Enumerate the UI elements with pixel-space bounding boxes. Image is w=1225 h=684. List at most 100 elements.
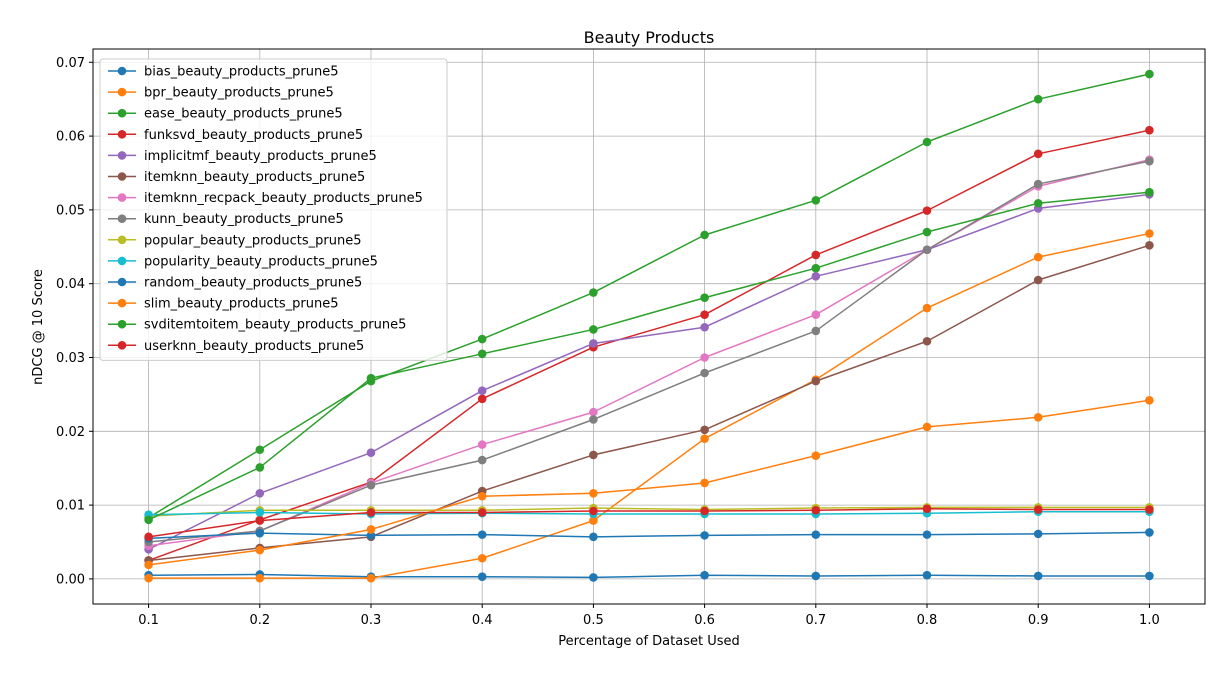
data-point (922, 504, 932, 514)
legend-item: itemknn_recpack_beauty_products_prune5 (108, 191, 423, 206)
legend-label: itemknn_beauty_products_prune5 (144, 170, 365, 185)
x-tick-label: 0.4 (472, 613, 493, 628)
data-point (366, 508, 376, 517)
series-line (148, 232, 1150, 579)
legend-item: popularity_beauty_products_prune5 (108, 254, 378, 269)
legend-item: bpr_beauty_products_prune5 (108, 86, 334, 101)
data-point (366, 531, 376, 540)
data-point (811, 451, 821, 460)
data-point (144, 560, 153, 570)
legend-marker (117, 172, 127, 181)
legend-marker (117, 256, 127, 266)
legend-item: bias_beauty_products_prune5 (108, 65, 338, 80)
legend-marker (117, 87, 127, 97)
data-point (1033, 505, 1043, 514)
data-point (922, 422, 932, 432)
data-point (700, 368, 709, 378)
plot-frame (92, 48, 1206, 605)
data-point (1033, 179, 1043, 189)
legend-item: itemknn_beauty_products_prune5 (108, 170, 365, 185)
series-slim_beauty_products_prune5 (144, 396, 1154, 570)
data-point (1145, 571, 1154, 581)
data-point (811, 195, 821, 205)
data-point (811, 530, 821, 539)
data-point (922, 530, 932, 539)
y-tick-label: 0.02 (56, 425, 85, 440)
data-point (255, 545, 265, 555)
legend-marker (117, 66, 127, 76)
data-point (589, 573, 598, 582)
data-point (700, 478, 709, 488)
data-point (477, 386, 487, 396)
series-line (148, 193, 1150, 551)
series-line (148, 73, 1150, 519)
data-point (1145, 156, 1154, 166)
data-point (589, 488, 598, 498)
data-point (255, 445, 265, 455)
data-point (1033, 412, 1043, 422)
series-line (148, 506, 1150, 517)
legend-label: ease_beauty_products_prune5 (144, 107, 343, 122)
y-axis-label: nDCG @ 10 Score (31, 269, 46, 385)
data-point (477, 553, 487, 563)
series-line (148, 508, 1150, 538)
data-point (1033, 149, 1043, 159)
data-point (589, 506, 598, 516)
x-tick-label: 0.8 (917, 613, 938, 628)
data-point (255, 573, 265, 583)
data-point (477, 530, 487, 539)
data-point (1145, 528, 1154, 537)
legend-marker (117, 341, 127, 350)
series-line (148, 531, 1150, 540)
series-line (148, 244, 1150, 562)
data-point (922, 227, 932, 237)
legend-label: userknn_beauty_products_prune5 (144, 339, 364, 354)
data-point (922, 137, 932, 147)
x-tick-label: 0.1 (138, 613, 159, 628)
legend-label: popularity_beauty_products_prune5 (144, 254, 378, 269)
x-tick-label: 0.9 (1028, 613, 1049, 628)
data-point (366, 448, 376, 458)
data-point (811, 263, 821, 273)
legend-marker (117, 277, 127, 287)
legend-item: popular_beauty_products_prune5 (108, 233, 361, 248)
series-line (148, 129, 1150, 562)
data-point (589, 339, 598, 348)
data-point (811, 376, 821, 386)
data-point (700, 506, 709, 516)
legend-item: implicitmf_beauty_products_prune5 (108, 149, 377, 164)
legend-marker (117, 235, 127, 245)
data-point (1145, 505, 1154, 514)
legend-item: slim_beauty_products_prune5 (108, 297, 339, 312)
y-tick-label: 0.05 (56, 203, 85, 218)
series-layer (144, 69, 1154, 583)
data-point (366, 525, 376, 534)
data-point (1145, 125, 1154, 135)
legend-label: itemknn_recpack_beauty_products_prune5 (144, 191, 423, 206)
data-point (700, 570, 709, 580)
series-svditemtoitem_beauty_products_prune5 (144, 187, 1154, 525)
data-point (255, 516, 265, 525)
data-point (589, 415, 598, 424)
series-bias_beauty_products_prune5 (144, 570, 1154, 582)
data-point (477, 491, 487, 501)
data-point (1145, 69, 1154, 79)
data-point (477, 508, 487, 517)
y-tick-label: 0.06 (56, 130, 85, 145)
legend: bias_beauty_products_prune5 bpr_beauty_pr… (99, 58, 448, 361)
data-point (1033, 252, 1043, 262)
data-point (255, 488, 265, 498)
legend-item: funksvd_beauty_products_prune5 (108, 128, 363, 143)
data-point (477, 394, 487, 404)
legend-label: funksvd_beauty_products_prune5 (144, 128, 363, 143)
data-point (922, 336, 932, 346)
data-point (1033, 198, 1043, 208)
data-point (1033, 275, 1043, 285)
y-tick-label: 0.04 (56, 277, 85, 292)
data-point (922, 303, 932, 313)
legend-marker (117, 298, 127, 308)
data-point (589, 325, 598, 334)
legend-item: svditemtoitem_beauty_products_prune5 (108, 318, 406, 333)
legend-label: slim_beauty_products_prune5 (144, 297, 339, 312)
legend-item: random_beauty_products_prune5 (108, 276, 362, 291)
